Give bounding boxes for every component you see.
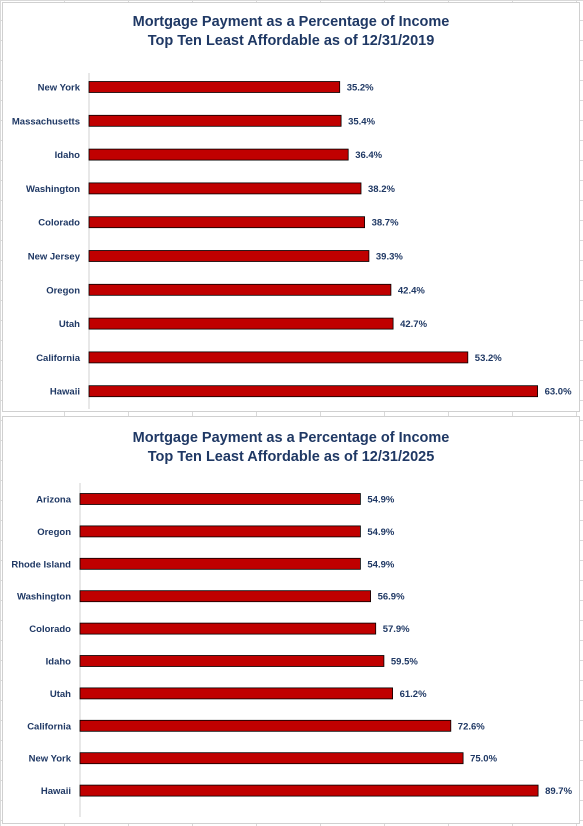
bar-chart-2019: New York 35.2% Massachusetts 35.4% Idaho 36.4… <box>12 73 572 409</box>
data-label: 72.6% <box>458 721 485 732</box>
data-label: 38.2% <box>368 184 395 195</box>
bar <box>88 351 469 364</box>
category-label: California <box>27 721 72 732</box>
category-label: Arizona <box>36 495 72 506</box>
data-label: 54.9% <box>367 495 394 506</box>
data-label: 59.5% <box>391 657 418 668</box>
category-label: Oregon <box>46 285 80 296</box>
bar <box>79 752 464 765</box>
chart-panel-2025: Mortgage Payment as a Percentage of Inco… <box>2 416 580 824</box>
category-label: Rhode Island <box>11 559 71 570</box>
data-label: 38.7% <box>372 218 399 229</box>
bar <box>79 622 377 635</box>
data-label: 57.9% <box>383 624 410 635</box>
bar <box>88 317 394 330</box>
data-label: 56.9% <box>378 592 405 603</box>
category-label: Idaho <box>55 150 81 161</box>
chart-subtitle-line: Top Ten Least Affordable as of 12/31/202… <box>147 449 435 465</box>
bar <box>88 114 342 127</box>
chart-title-2025: Mortgage Payment as a Percentage of Inco… <box>3 429 579 467</box>
data-label: 36.4% <box>355 150 382 161</box>
category-label: New York <box>29 754 72 765</box>
bar <box>79 719 452 732</box>
category-label: Utah <box>59 319 80 330</box>
category-label: Washington <box>26 184 80 195</box>
bar <box>88 148 349 161</box>
chart-subtitle-line: Top Ten Least Affordable as of 12/31/201… <box>147 33 435 49</box>
bar-chart-2025: Arizona 54.9% Oregon 54.9% Rhode Island 54.9%… <box>11 483 573 817</box>
bar <box>88 216 366 229</box>
category-label: Oregon <box>37 527 71 538</box>
data-label: 75.0% <box>470 754 497 765</box>
bar <box>79 557 361 570</box>
data-label: 42.4% <box>398 285 425 296</box>
chart-title-2019: Mortgage Payment as a Percentage of Inco… <box>3 13 579 51</box>
bar <box>79 590 372 603</box>
category-label: New York <box>38 83 81 94</box>
data-label: 53.2% <box>475 353 502 364</box>
bar <box>88 182 362 195</box>
data-label: 89.7% <box>545 786 572 797</box>
category-label: Washington <box>17 592 71 603</box>
bar <box>79 655 385 667</box>
category-label: California <box>36 353 81 364</box>
data-label: 61.2% <box>400 689 427 700</box>
data-label: 54.9% <box>367 527 394 538</box>
category-label: New Jersey <box>28 252 81 263</box>
category-label: Massachusetts <box>12 116 80 127</box>
bar <box>88 81 341 93</box>
category-label: Colorado <box>29 624 71 635</box>
data-label: 39.3% <box>376 252 403 263</box>
data-label: 54.9% <box>367 559 394 570</box>
data-label: 42.7% <box>400 319 427 330</box>
chart-panel-2019: Mortgage Payment as a Percentage of Inco… <box>2 2 580 412</box>
category-label: Idaho <box>46 657 72 668</box>
bar <box>88 283 392 296</box>
chart-title-line: Mortgage Payment as a Percentage of Inco… <box>132 430 450 446</box>
category-label: Utah <box>50 689 71 700</box>
bar <box>79 687 394 700</box>
category-label: Hawaii <box>41 786 71 797</box>
data-label: 35.4% <box>348 116 375 127</box>
bar <box>88 250 370 262</box>
category-label: Colorado <box>38 218 80 229</box>
data-label: 63.0% <box>545 387 572 398</box>
data-label: 35.2% <box>347 83 374 94</box>
bar <box>79 784 539 797</box>
bar <box>79 493 361 505</box>
bar <box>79 525 361 538</box>
category-label: Hawaii <box>50 387 80 398</box>
chart-title-line: Mortgage Payment as a Percentage of Inco… <box>132 14 450 30</box>
bar <box>88 385 539 398</box>
